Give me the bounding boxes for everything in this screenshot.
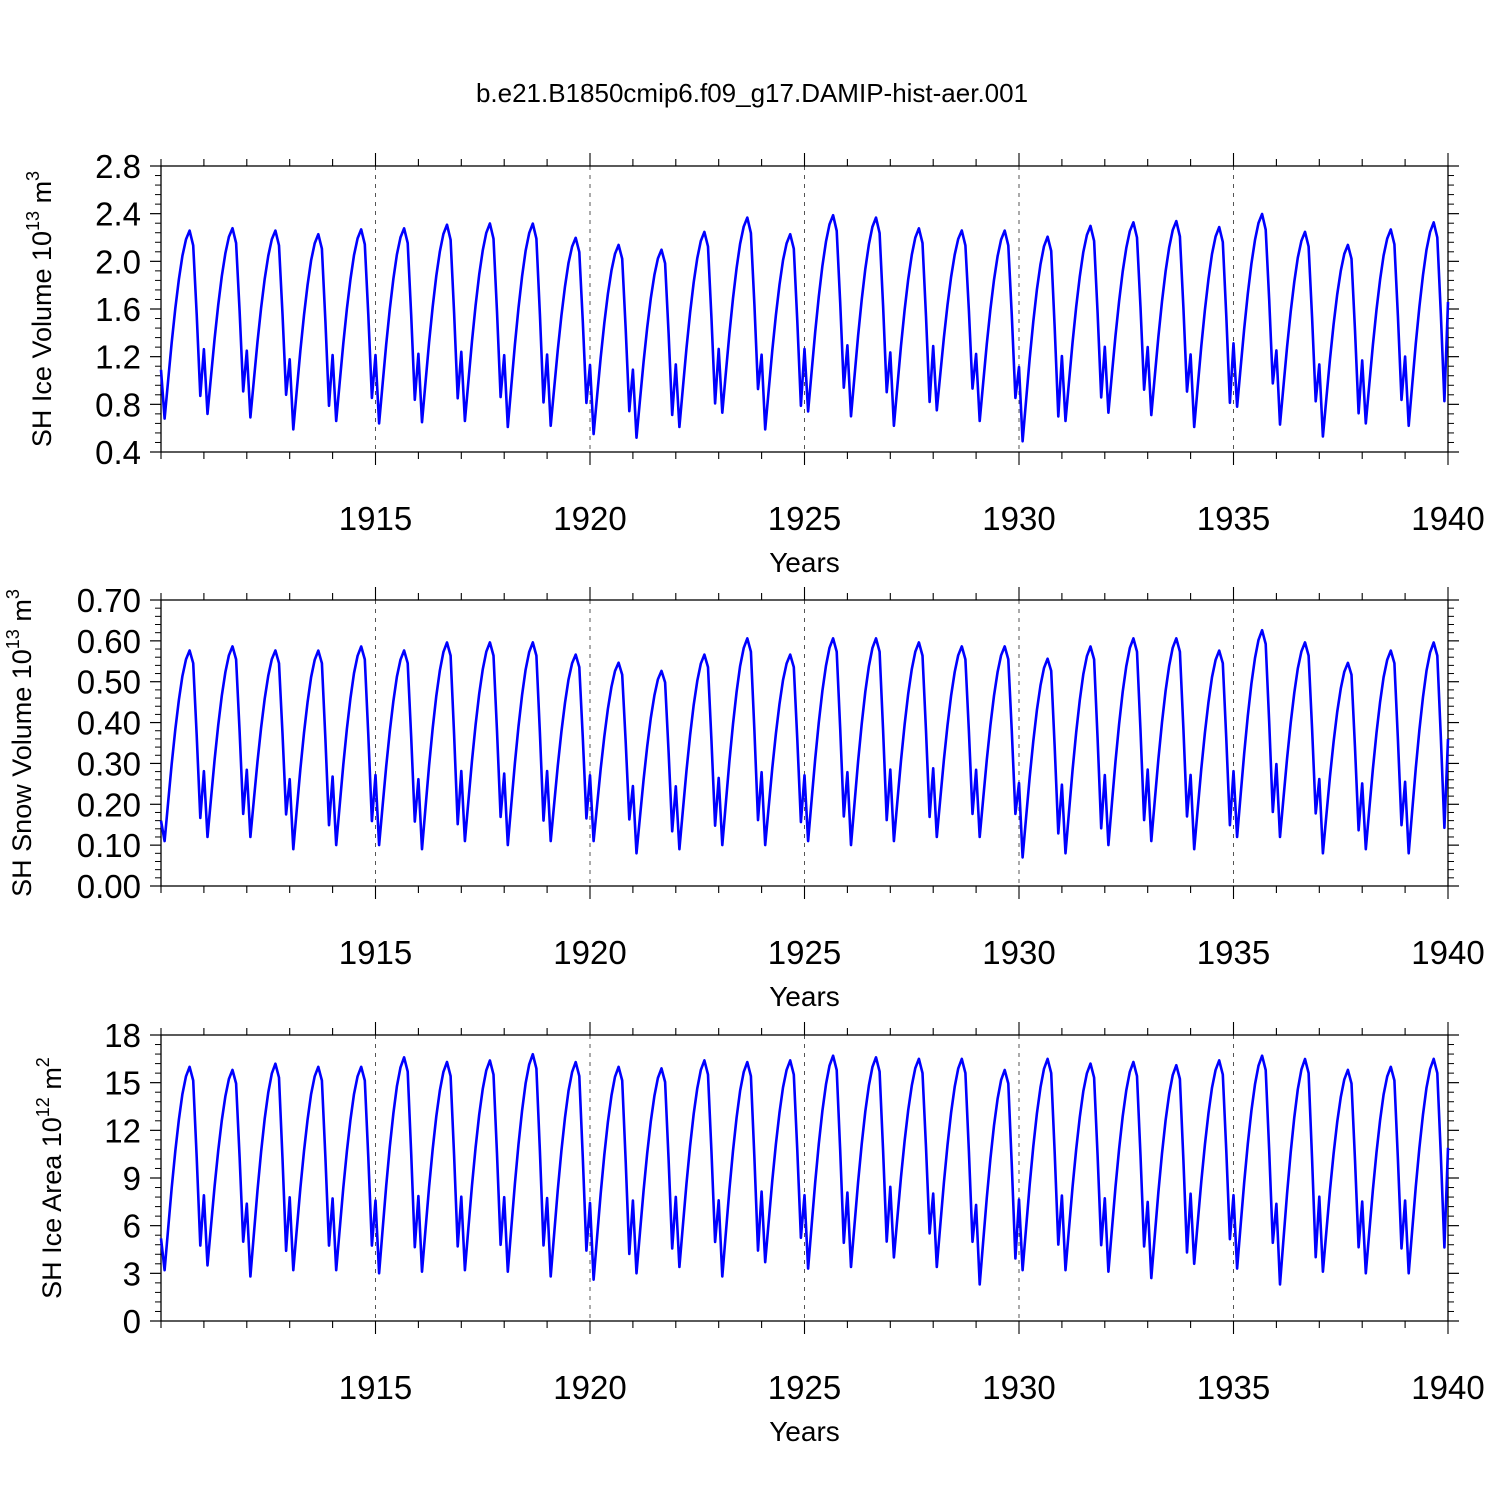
x-tick-label: 1920 <box>553 500 626 537</box>
y-tick-label: 18 <box>104 1017 141 1054</box>
x-tick-label: 1915 <box>339 934 412 971</box>
y-axis-label: SH Ice Area 1012 m2 <box>33 1057 67 1299</box>
y-tick-label: 0.10 <box>77 827 141 864</box>
y-tick-label: 0.4 <box>95 434 141 471</box>
x-tick-label: 1930 <box>982 934 1055 971</box>
x-axis-label: Years <box>769 1416 840 1447</box>
y-tick-label: 1.6 <box>95 291 141 328</box>
x-axis-label: Years <box>769 547 840 578</box>
figure-title: b.e21.B1850cmip6.f09_g17.DAMIP-hist-aer.… <box>476 78 1028 108</box>
y-tick-label: 0.00 <box>77 868 141 905</box>
y-tick-label: 0.70 <box>77 582 141 619</box>
y-tick-label: 1.2 <box>95 339 141 376</box>
y-tick-label: 2.0 <box>95 243 141 280</box>
x-tick-label: 1920 <box>553 1369 626 1406</box>
y-tick-label: 2.8 <box>95 148 141 185</box>
series-line-bottom <box>159 1052 1450 1286</box>
x-axis-label: Years <box>769 981 840 1012</box>
x-tick-label: 1920 <box>553 934 626 971</box>
x-tick-label: 1930 <box>982 1369 1055 1406</box>
x-tick-label: 1935 <box>1197 500 1270 537</box>
x-tick-label: 1925 <box>768 934 841 971</box>
x-tick-label: 1935 <box>1197 934 1270 971</box>
y-tick-label: 0.30 <box>77 745 141 782</box>
y-axis-label: SH Snow Volume 1013 m3 <box>3 589 37 897</box>
x-tick-label: 1915 <box>339 500 412 537</box>
x-tick-label: 1935 <box>1197 1369 1270 1406</box>
x-tick-label: 1915 <box>339 1369 412 1406</box>
x-tick-label: 1940 <box>1411 934 1484 971</box>
y-tick-label: 2.4 <box>95 196 141 233</box>
y-tick-label: 3 <box>123 1255 141 1292</box>
panel-middle: 0.00 0.10 0.20 0.300.40 0.50 0.60 0.70 1915 1920… <box>3 582 1485 1012</box>
x-tick-label: 1925 <box>768 500 841 537</box>
x-tick-label: 1940 <box>1411 1369 1484 1406</box>
y-tick-label: 0.50 <box>77 664 141 701</box>
y-tick-label: 15 <box>104 1065 141 1102</box>
y-tick-label: 6 <box>123 1208 141 1245</box>
y-tick-label: 12 <box>104 1112 141 1149</box>
x-tick-label: 1925 <box>768 1369 841 1406</box>
x-tick-label: 1940 <box>1411 500 1484 537</box>
series-line-middle <box>159 628 1450 859</box>
y-tick-label: 0 <box>123 1303 141 1340</box>
panel-top: 0.4 0.8 1.2 1.6 2.0 2.4 2.8 1915 1920 1925 1930 193… <box>23 148 1485 578</box>
y-tick-label: 9 <box>123 1160 141 1197</box>
series-line-top <box>159 212 1450 443</box>
y-tick-label: 0.20 <box>77 786 141 823</box>
y-axis-label: SH Ice Volume 1013 m3 <box>23 171 57 447</box>
y-tick-label: 0.8 <box>95 386 141 423</box>
y-tick-label: 0.40 <box>77 705 141 742</box>
panel-bottom: 0 3 6 9 12 15 18 1915 1920 1925 1930 1935 1940 Years S… <box>33 1017 1485 1447</box>
x-tick-label: 1930 <box>982 500 1055 537</box>
y-tick-label: 0.60 <box>77 623 141 660</box>
